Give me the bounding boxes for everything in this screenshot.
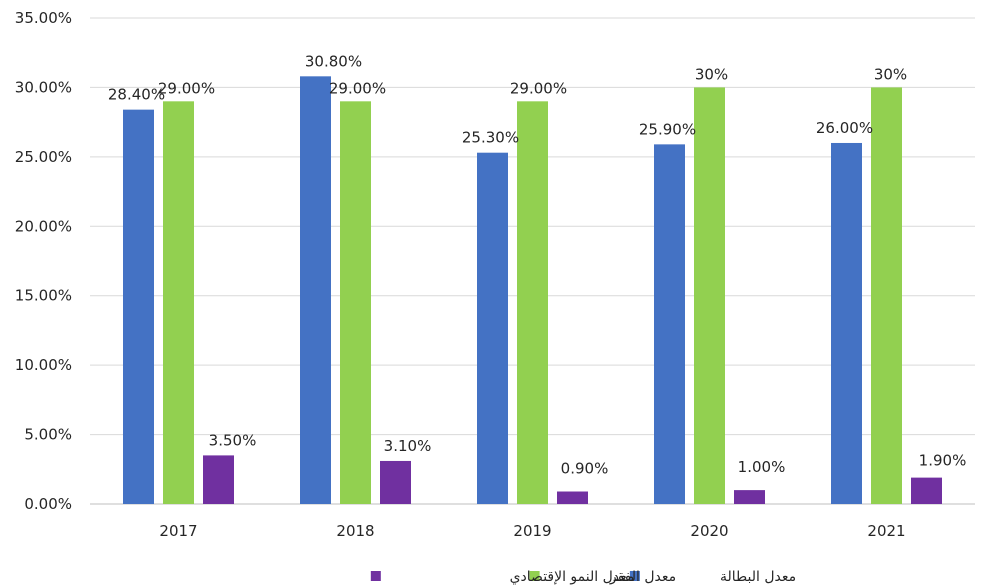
data-label: 3.10% bbox=[384, 437, 432, 455]
y-tick-label: 35.00% bbox=[15, 9, 72, 27]
x-tick-label: 2017 bbox=[159, 522, 197, 540]
x-tick-label: 2019 bbox=[513, 522, 551, 540]
y-tick-label: 5.00% bbox=[24, 426, 72, 444]
data-label: 25.90% bbox=[639, 120, 696, 138]
data-label: 29.00% bbox=[158, 79, 215, 97]
bar bbox=[300, 76, 331, 504]
data-label: 29.00% bbox=[510, 79, 567, 97]
bar bbox=[163, 101, 194, 505]
data-label: 3.50% bbox=[209, 431, 257, 449]
bar bbox=[871, 87, 902, 504]
legend-swatch bbox=[529, 571, 540, 581]
data-label: 28.40% bbox=[108, 86, 165, 104]
data-label: 30% bbox=[695, 65, 728, 83]
x-axis: 2017 2018 2019 2020 2021 bbox=[159, 522, 905, 540]
legend-label: معدل النمو الإقتصادي bbox=[510, 569, 635, 585]
bars bbox=[123, 76, 942, 505]
bar bbox=[911, 477, 942, 504]
bar bbox=[477, 152, 508, 505]
y-tick-label: 20.00% bbox=[15, 217, 72, 235]
legend-swatch bbox=[370, 571, 381, 581]
bar bbox=[831, 142, 862, 504]
data-label: 1.00% bbox=[738, 458, 786, 476]
data-label: 29.00% bbox=[329, 79, 386, 97]
legend-label: معدل الفقر bbox=[609, 569, 676, 585]
legend-swatch bbox=[629, 571, 640, 581]
y-tick-label: 25.00% bbox=[15, 148, 72, 166]
data-label: 0.90% bbox=[561, 460, 609, 478]
data-label: 1.90% bbox=[919, 452, 967, 470]
bar bbox=[123, 109, 154, 504]
data-label: 25.30% bbox=[462, 129, 519, 147]
y-tick-label: 15.00% bbox=[15, 287, 72, 305]
bar bbox=[380, 460, 411, 504]
x-tick-label: 2021 bbox=[867, 522, 905, 540]
y-tick-label: 30.00% bbox=[15, 78, 72, 96]
x-tick-label: 2018 bbox=[336, 522, 374, 540]
bar bbox=[517, 101, 548, 505]
y-axis: 0.00% 5.00% 10.00% 15.00% 20.00% 25.00% 30.00%… bbox=[15, 9, 72, 513]
legend-label: معدل البطالة bbox=[720, 569, 796, 585]
y-tick-label: 10.00% bbox=[15, 356, 72, 374]
bar bbox=[654, 144, 685, 505]
bar bbox=[694, 87, 725, 504]
bar bbox=[340, 101, 371, 505]
data-label: 30.80% bbox=[305, 52, 362, 70]
data-label: 26.00% bbox=[816, 119, 873, 137]
bar bbox=[203, 455, 234, 504]
data-label: 30% bbox=[874, 65, 907, 83]
data-labels: 28.40% 30.80% 25.30% 25.90% 26.00% 29.00% 29.0… bbox=[108, 52, 966, 477]
y-tick-label: 0.00% bbox=[24, 495, 72, 513]
bar bbox=[557, 491, 588, 504]
bar bbox=[734, 490, 765, 504]
x-tick-label: 2020 bbox=[690, 522, 728, 540]
